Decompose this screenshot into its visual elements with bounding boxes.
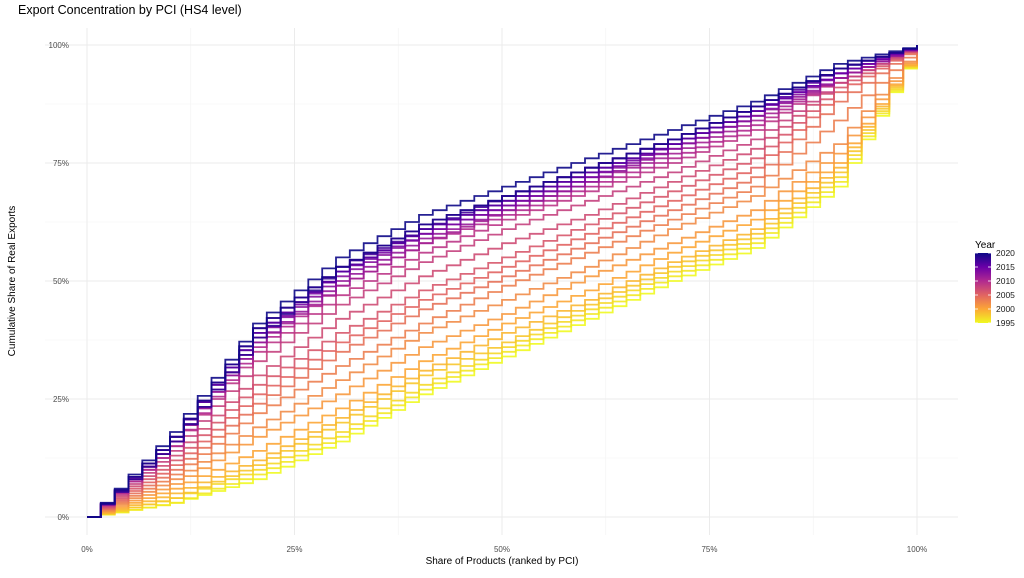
grid bbox=[45, 28, 958, 535]
chart-title: Export Concentration by PCI (HS4 level) bbox=[18, 3, 242, 17]
x-tick-label: 75% bbox=[701, 545, 717, 554]
x-axis-ticks: 0% 25% 50% 75% 100% bbox=[81, 545, 927, 554]
series-lines bbox=[87, 45, 918, 518]
series-line-2020 bbox=[87, 45, 918, 518]
x-tick-label: 100% bbox=[907, 545, 927, 554]
x-axis-label: Share of Products (ranked by PCI) bbox=[426, 556, 579, 567]
legend-tick-label: 2020 bbox=[996, 248, 1015, 258]
x-tick-label: 50% bbox=[494, 545, 510, 554]
x-tick-label: 0% bbox=[81, 545, 93, 554]
legend: Year 2020 2015 2010 2005 2000 1995 bbox=[975, 240, 1015, 328]
y-axis-ticks: 0% 25% 50% 75% 100% bbox=[49, 41, 69, 522]
legend-title: Year bbox=[975, 240, 996, 251]
legend-colorbar bbox=[975, 253, 991, 323]
x-tick-label: 25% bbox=[286, 545, 302, 554]
y-axis-label: Cumulative Share of Real Exports bbox=[7, 206, 18, 357]
legend-tick-label: 2005 bbox=[996, 290, 1015, 300]
legend-tick-label: 2015 bbox=[996, 262, 1015, 272]
y-tick-label: 0% bbox=[57, 513, 69, 522]
legend-tick-label: 2000 bbox=[996, 304, 1015, 314]
y-tick-label: 100% bbox=[49, 41, 69, 50]
legend-tick-label: 2010 bbox=[996, 276, 1015, 286]
legend-tick-label: 1995 bbox=[996, 318, 1015, 328]
y-tick-label: 50% bbox=[53, 277, 69, 286]
y-tick-label: 75% bbox=[53, 159, 69, 168]
y-tick-label: 25% bbox=[53, 395, 69, 404]
